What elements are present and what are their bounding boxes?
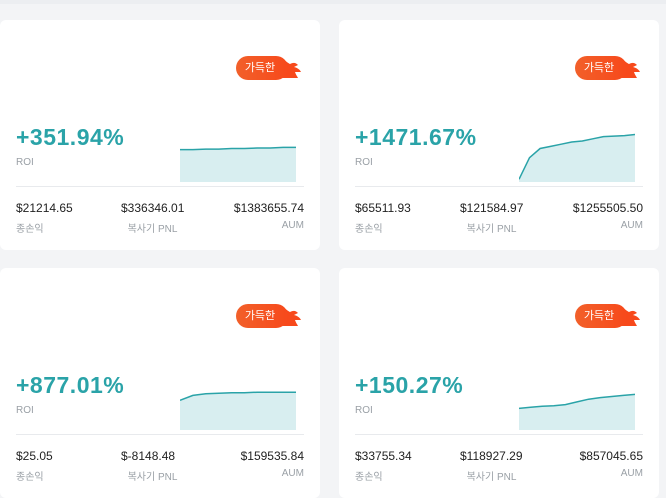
trader-card[interactable]: 가득한 +1471.67% ROI $65511.93 종손익 $121584.… (339, 20, 659, 250)
divider (355, 434, 643, 435)
roi-sparkline (180, 146, 296, 182)
status-badge: 가득한 (236, 304, 302, 328)
copier-pnl-label: 복사기 PNL (127, 472, 178, 483)
roi-label: ROI (355, 157, 373, 168)
aum-value: $857045.65 (579, 449, 643, 463)
badge-label: 가득한 (236, 304, 288, 328)
roi-label: ROI (16, 405, 34, 416)
aum-label: AUM (281, 468, 304, 479)
total-profit-value: $65511.93 (355, 201, 411, 215)
badge-label: 가득한 (575, 304, 627, 328)
aum-value: $1255505.50 (572, 201, 643, 215)
status-badge: 가득한 (575, 304, 641, 328)
copier-pnl-label: 복사기 PNL (466, 472, 517, 483)
total-profit-value: $21214.65 (16, 201, 73, 215)
roi-label: ROI (16, 157, 34, 168)
aum-value: $159535.84 (240, 449, 304, 463)
divider (16, 186, 304, 187)
badge-label: 가득한 (575, 56, 627, 80)
aum-value: $1383655.74 (233, 201, 304, 215)
copier-pnl-value: $118927.29 (460, 449, 523, 463)
copier-pnl-value: $-8148.48 (121, 449, 176, 463)
trader-card[interactable]: 가득한 +150.27% ROI $33755.34 종손익 $118927.2… (339, 268, 659, 498)
roi-value: +1471.67% (355, 124, 477, 150)
sparkline-area (180, 392, 296, 430)
badge-label: 가득한 (236, 56, 288, 80)
copier-pnl-value: $336346.01 (121, 201, 185, 215)
total-profit-label: 종손익 (355, 224, 383, 235)
trader-card[interactable]: 가득한 +351.94% ROI $21214.65 종손익 $336346.0… (0, 20, 320, 250)
roi-value: +877.01% (16, 372, 125, 398)
roi-sparkline (519, 393, 635, 430)
aum-label: AUM (620, 220, 643, 231)
roi-sparkline (180, 391, 296, 430)
trader-card[interactable]: 가득한 +877.01% ROI $25.05 종손익 $-8148.48 복사… (0, 268, 320, 498)
roi-label: ROI (355, 405, 373, 416)
total-profit-label: 종손익 (355, 472, 383, 483)
total-profit-value: $33755.34 (355, 449, 412, 463)
status-badge: 가득한 (575, 56, 641, 80)
divider (16, 434, 304, 435)
roi-value: +351.94% (16, 124, 125, 150)
aum-label: AUM (281, 220, 304, 231)
top-scroll-edge (0, 0, 666, 4)
total-profit-value: $25.05 (16, 449, 53, 463)
sparkline-line (519, 393, 635, 410)
sparkline-line (180, 391, 296, 402)
sparkline-line (519, 133, 635, 180)
sparkline-area (180, 147, 296, 182)
total-profit-label: 종손익 (16, 472, 44, 483)
roi-value: +150.27% (355, 372, 464, 398)
sparkline-area (519, 394, 635, 430)
divider (355, 186, 643, 187)
status-badge: 가득한 (236, 56, 302, 80)
copier-pnl-label: 복사기 PNL (127, 224, 178, 235)
sparkline-area (519, 134, 635, 182)
copier-pnl-value: $121584.97 (460, 201, 524, 215)
sparkline-line (180, 146, 296, 151)
copier-pnl-label: 복사기 PNL (466, 224, 517, 235)
total-profit-label: 종손익 (16, 224, 44, 235)
aum-label: AUM (620, 468, 643, 479)
roi-sparkline (519, 133, 635, 182)
